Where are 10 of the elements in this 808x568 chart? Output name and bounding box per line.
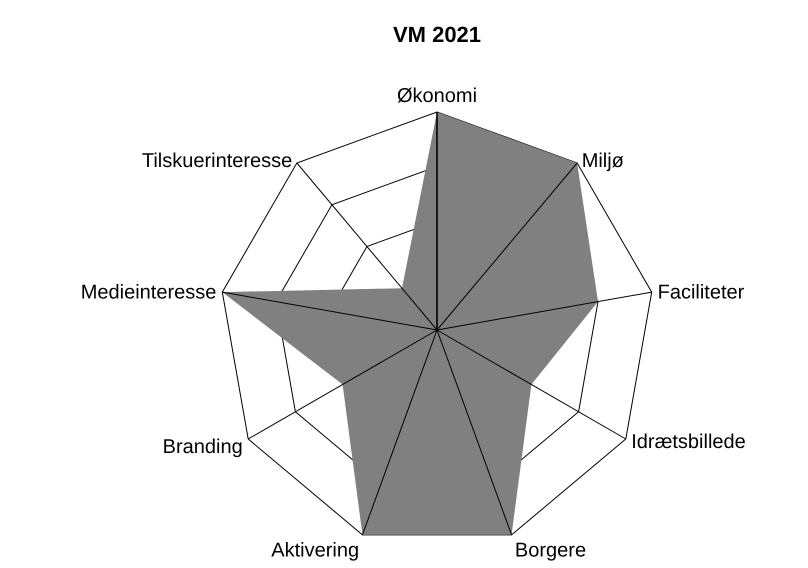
chart-title: VM 2021	[392, 22, 482, 47]
spoke-label: Branding	[162, 436, 243, 458]
spoke-label: Miljø	[582, 150, 624, 172]
spoke-label: Aktivering	[271, 540, 360, 562]
spoke-label: Medieinteresse	[80, 281, 216, 304]
spoke-label: Idrætsbillede	[631, 431, 746, 453]
spoke-label: Økonomi	[396, 85, 478, 107]
spoke-label: Borgere	[514, 540, 586, 562]
spoke-label: Faciliteter	[658, 281, 745, 304]
spoke-label: Tilskuerinteresse	[142, 150, 292, 172]
